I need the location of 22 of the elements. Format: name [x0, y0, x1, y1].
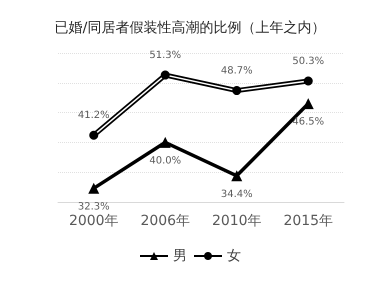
- point: [304, 76, 313, 86]
- data-label: 41.2%: [78, 110, 110, 122]
- x-tick-label: 2000年: [68, 213, 119, 229]
- data-label: 34.4%: [220, 188, 253, 200]
- point: [231, 170, 242, 182]
- data-label: 46.5%: [292, 116, 324, 128]
- point: [88, 182, 100, 194]
- point: [160, 136, 171, 148]
- x-tick-label: 2015年: [283, 213, 334, 229]
- legend-label: 女: [227, 248, 241, 264]
- point: [232, 86, 242, 96]
- data-label: 40.0%: [149, 155, 182, 166]
- data-label: 32.3%: [78, 201, 110, 212]
- x-tick-label: 2010年: [212, 213, 262, 229]
- data-label: 50.3%: [292, 56, 324, 68]
- point: [160, 70, 170, 80]
- point: [89, 130, 98, 140]
- legend-label: 男: [173, 248, 187, 264]
- x-tick-label: 2006年: [140, 213, 190, 229]
- data-label: 48.7%: [220, 66, 253, 77]
- chart-title: 已婚/同居者假装性高潮的比例（上年之内）: [54, 20, 326, 36]
- data-label: 51.3%: [149, 50, 182, 62]
